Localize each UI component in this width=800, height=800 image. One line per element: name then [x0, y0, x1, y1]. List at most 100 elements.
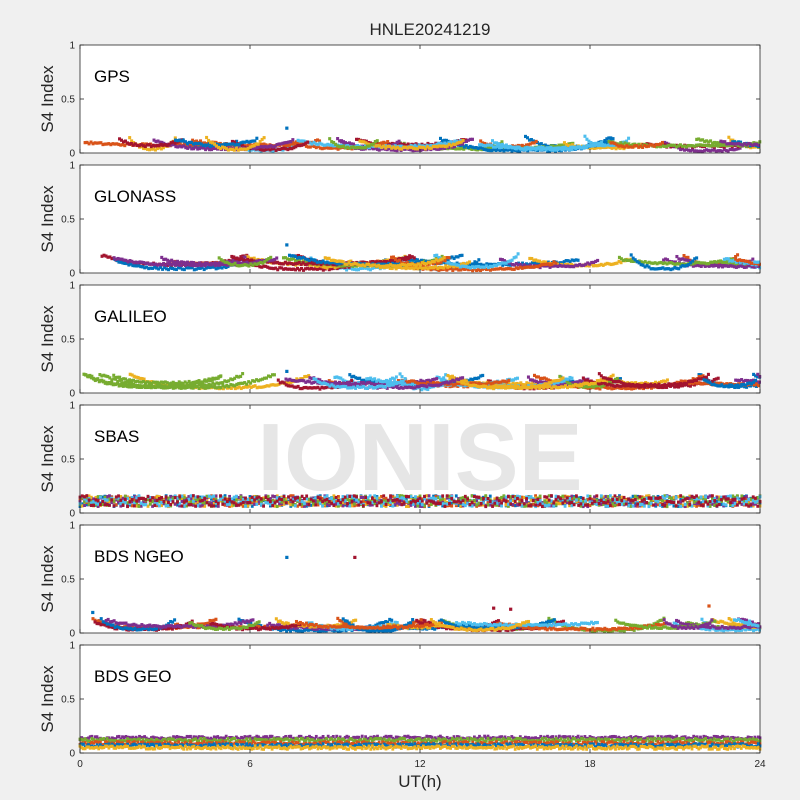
- data-point: [751, 143, 755, 148]
- data-point: [151, 266, 155, 270]
- data-point: [655, 262, 659, 266]
- data-point: [683, 262, 687, 266]
- data-point: [406, 266, 410, 270]
- data-point: [591, 264, 595, 268]
- data-point: [404, 143, 408, 148]
- data-point: [459, 142, 463, 146]
- data-point: [100, 254, 104, 258]
- data-point: [551, 147, 555, 151]
- data-point: [177, 138, 181, 142]
- data-point: [491, 139, 495, 143]
- data-point: [645, 144, 649, 149]
- data-point: [398, 142, 402, 146]
- data-point: [307, 267, 311, 271]
- data-point: [724, 143, 728, 148]
- data-point: [734, 260, 738, 264]
- data-point: [284, 267, 288, 271]
- data-point: [300, 266, 304, 271]
- data-point: [276, 378, 280, 382]
- data-point: [481, 141, 485, 145]
- data-point: [294, 141, 298, 145]
- data-point: [253, 139, 257, 143]
- data-point: [115, 142, 119, 146]
- data-point: [267, 144, 271, 149]
- data-point: [372, 266, 376, 270]
- data-point: [684, 255, 688, 260]
- data-point: [453, 267, 457, 271]
- data-point: [641, 144, 645, 148]
- data-point: [569, 141, 573, 146]
- data-point: [719, 259, 723, 263]
- axes-background: [80, 165, 760, 273]
- data-point: [538, 259, 542, 263]
- data-point: [443, 144, 447, 149]
- data-point: [627, 145, 631, 149]
- data-point: [324, 143, 328, 147]
- data-point: [543, 143, 547, 147]
- data-point: [516, 252, 520, 256]
- data-point: [251, 139, 255, 143]
- data-point: [538, 147, 542, 152]
- data-point: [202, 146, 206, 150]
- data-point: [711, 141, 715, 145]
- data-point: [504, 148, 508, 152]
- data-point: [531, 139, 535, 143]
- data-point: [690, 148, 694, 152]
- data-point: [537, 145, 541, 149]
- data-point: [575, 145, 579, 150]
- data-point: [438, 265, 442, 269]
- data-point: [667, 261, 671, 265]
- data-point: [304, 141, 308, 145]
- data-point: [427, 146, 431, 150]
- data-point: [594, 259, 598, 264]
- data-point: [653, 267, 657, 271]
- data-point: [661, 261, 665, 266]
- data-point: [155, 143, 159, 147]
- data-point: [193, 141, 197, 146]
- data-point: [264, 143, 268, 147]
- data-point: [398, 265, 402, 269]
- data-point: [330, 140, 334, 144]
- data-point: [257, 145, 261, 149]
- data-point: [717, 141, 721, 145]
- data-point: [183, 140, 187, 144]
- y-tick-label: 0.5: [61, 215, 75, 226]
- data-point: [459, 140, 463, 144]
- data-point: [561, 143, 565, 147]
- panel-label: GPS: [94, 67, 130, 86]
- data-point: [598, 146, 602, 150]
- data-point: [172, 267, 176, 271]
- data-point: [508, 261, 512, 265]
- data-point: [296, 143, 300, 148]
- data-point: [495, 144, 499, 148]
- data-point: [494, 141, 498, 145]
- data-point: [501, 144, 505, 148]
- data-point: [709, 263, 713, 267]
- data-point: [159, 142, 163, 146]
- data-point: [392, 145, 396, 149]
- data-point: [534, 261, 538, 266]
- y-tick-label: 0.5: [61, 95, 75, 106]
- data-point: [153, 265, 157, 269]
- data-point: [414, 147, 418, 151]
- data-point: [281, 141, 285, 145]
- data-point: [477, 268, 481, 272]
- data-point: [722, 145, 726, 149]
- data-point: [254, 142, 258, 146]
- data-point: [329, 267, 333, 271]
- data-point: [635, 260, 639, 264]
- data-point: [121, 143, 125, 147]
- data-point: [402, 145, 406, 150]
- data-point: [483, 263, 487, 267]
- data-point: [147, 148, 151, 152]
- data-point: [353, 267, 357, 271]
- data-point: [726, 149, 730, 153]
- data-point: [609, 138, 613, 142]
- data-point: [440, 139, 444, 143]
- data-point: [645, 264, 649, 268]
- data-point: [430, 266, 434, 270]
- data-point: [516, 266, 520, 271]
- data-point: [744, 265, 748, 269]
- data-point: [129, 141, 133, 146]
